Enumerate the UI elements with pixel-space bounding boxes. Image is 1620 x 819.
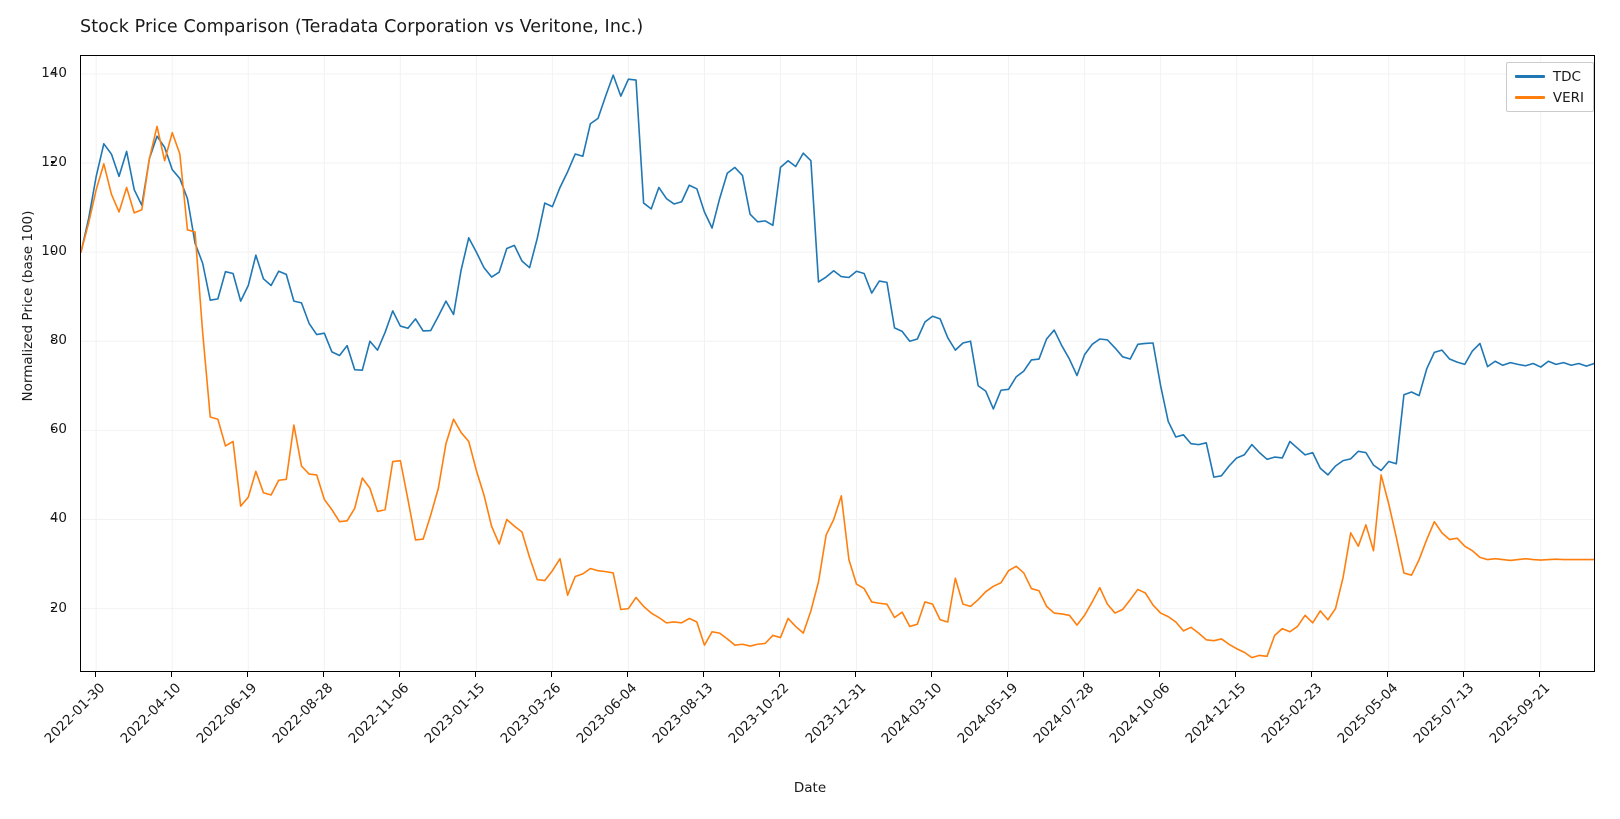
x-tick-mark <box>1463 672 1465 677</box>
x-tick-mark <box>1387 672 1389 677</box>
y-tick-label: 120 <box>41 153 67 170</box>
series-line-tdc <box>81 74 1594 478</box>
legend-entry-veri[interactable]: VERI <box>1514 89 1584 106</box>
x-tick-label: 2023-03-26 <box>497 680 565 747</box>
x-tick-label: 2025-07-13 <box>1410 680 1478 747</box>
y-tick-mark <box>50 339 55 341</box>
x-tick-label: 2024-07-28 <box>1030 680 1097 747</box>
x-tick-mark <box>550 672 552 677</box>
y-tick-mark <box>50 428 55 430</box>
chart-legend: TDC VERI <box>1505 62 1594 112</box>
x-tick-label: 2024-12-15 <box>1182 680 1249 747</box>
y-tick-mark <box>50 517 55 520</box>
y-tick-label: 80 <box>49 332 67 349</box>
x-tick-label: 2023-06-04 <box>573 680 641 747</box>
x-tick-label: 2025-02-23 <box>1258 680 1326 747</box>
x-tick-mark <box>1235 672 1237 677</box>
x-tick-label: 2023-12-31 <box>802 680 869 747</box>
x-tick-label: 2024-10-06 <box>1106 680 1173 747</box>
y-tick-mark <box>50 72 55 74</box>
legend-swatch-icon <box>1514 96 1545 99</box>
y-tick-label: 40 <box>49 510 67 527</box>
x-tick-mark <box>855 672 857 677</box>
x-tick-mark <box>474 672 476 677</box>
legend-label: TDC <box>1552 68 1581 85</box>
y-tick-mark <box>50 161 55 163</box>
x-tick-mark <box>626 672 628 677</box>
y-tick-label: 140 <box>41 64 67 81</box>
legend-label: VERI <box>1552 89 1584 106</box>
x-tick-mark <box>398 672 400 677</box>
y-tick-label: 100 <box>41 243 67 260</box>
series-line-veri <box>81 125 1594 659</box>
x-tick-label: 2022-01-30 <box>41 680 109 747</box>
x-tick-mark <box>170 672 172 677</box>
x-tick-label: 2022-11-06 <box>345 680 413 747</box>
x-tick-label: 2022-04-10 <box>117 680 185 747</box>
x-tick-mark <box>1159 672 1161 677</box>
x-tick-label: 2023-01-15 <box>421 680 489 747</box>
x-tick-mark <box>1539 672 1541 677</box>
x-tick-mark <box>1083 672 1085 677</box>
x-tick-label: 2025-05-04 <box>1334 680 1402 747</box>
x-tick-label: 2024-05-19 <box>954 680 1021 747</box>
x-tick-mark <box>246 672 248 677</box>
x-tick-label: 2023-10-22 <box>725 680 793 747</box>
x-axis-label: Date <box>793 780 827 796</box>
x-tick-label: 2022-08-28 <box>269 680 337 747</box>
x-tick-mark <box>778 672 781 677</box>
x-tick-mark <box>1311 672 1313 677</box>
y-tick-label: 20 <box>49 599 67 616</box>
x-tick-mark <box>702 672 705 677</box>
x-tick-mark <box>322 672 324 677</box>
x-tick-label: 2025-09-21 <box>1486 680 1554 747</box>
plot-area <box>80 55 1595 672</box>
y-axis-tick-marks <box>0 55 80 672</box>
x-tick-mark <box>931 672 933 677</box>
y-tick-mark <box>50 607 55 609</box>
legend-swatch-icon <box>1514 75 1545 78</box>
legend-entry-tdc[interactable]: TDC <box>1514 68 1584 85</box>
y-axis-tick-labels: 20 40 60 80 100 120 140 <box>0 55 67 672</box>
y-tick-label: 60 <box>49 421 67 438</box>
x-tick-label: 2023-08-13 <box>649 680 717 747</box>
y-tick-mark <box>50 250 55 252</box>
plot-svg <box>81 56 1594 671</box>
x-axis-tick-marks <box>0 672 1620 682</box>
x-tick-mark <box>1007 672 1009 677</box>
x-tick-label: 2024-03-10 <box>878 680 945 747</box>
x-tick-mark <box>94 672 96 677</box>
x-axis-tick-labels: 2022-01-30 2022-04-10 2022-06-19 2022-08-28… <box>0 672 1620 772</box>
chart-title: Stock Price Comparison (Teradata Corpora… <box>80 17 644 37</box>
x-tick-label: 2022-06-19 <box>193 680 261 747</box>
